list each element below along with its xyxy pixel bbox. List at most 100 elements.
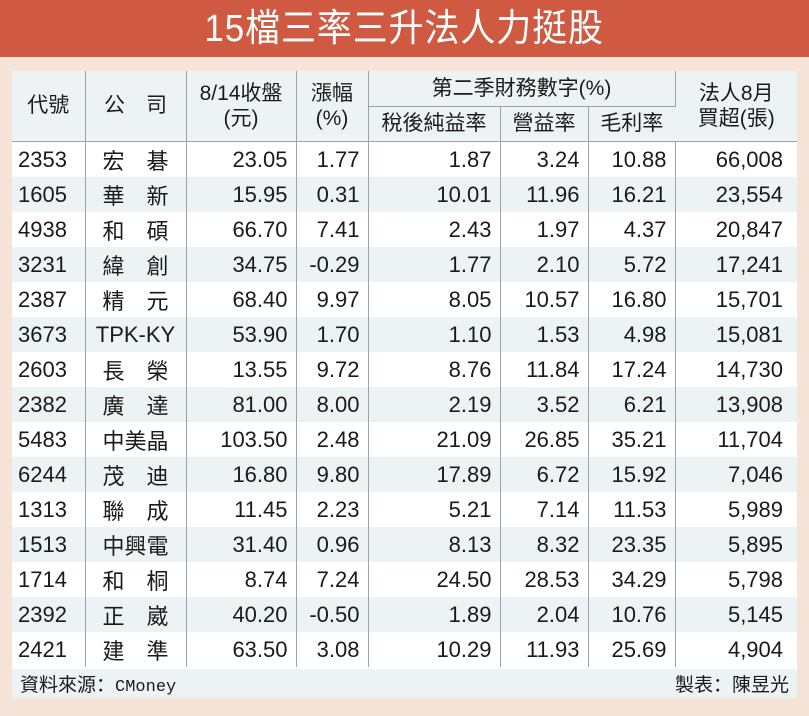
cell-code: 2387 — [12, 282, 86, 317]
cell-op: 1.53 — [500, 317, 589, 352]
cell-gross: 10.76 — [588, 597, 676, 632]
cell-net: 8.05 — [368, 282, 501, 317]
stock-table: 代號 公 司 8/14收盤 (元) 漲幅 (%) 第二季財務數字(%) 法人8月 買超… — [12, 71, 798, 667]
cell-inst: 4,904 — [675, 632, 798, 667]
cell-net: 10.29 — [368, 632, 501, 667]
table-row: 3231 緯 創 34.75 -0.29 1.77 2.10 5.72 17,241 — [12, 247, 798, 282]
cell-inst: 5,798 — [675, 562, 798, 597]
cell-change: 0.96 — [296, 527, 369, 562]
cell-net: 1.77 — [368, 247, 501, 282]
cell-inst: 11,704 — [675, 422, 798, 457]
cell-inst: 20,847 — [675, 212, 798, 247]
cell-change: 1.77 — [296, 141, 369, 177]
cell-gross: 4.37 — [588, 212, 676, 247]
cell-name: 長 榮 — [85, 352, 187, 387]
cell-change: 7.41 — [296, 212, 369, 247]
cell-change: 7.24 — [296, 562, 369, 597]
header-company-label: 公 司 — [104, 94, 167, 118]
cell-name: 廣 達 — [85, 387, 187, 422]
cell-change: -0.29 — [296, 247, 369, 282]
cell-close: 81.00 — [186, 387, 297, 422]
cell-gross: 34.29 — [588, 562, 676, 597]
cell-name: 茂 迪 — [85, 457, 187, 492]
cell-op: 28.53 — [500, 562, 589, 597]
credit-note: 製表：陳昱光 — [674, 675, 789, 696]
cell-code: 2382 — [12, 387, 86, 422]
cell-net: 8.13 — [368, 527, 501, 562]
table-row: 2387 精 元 68.40 9.97 8.05 10.57 16.80 15,701 — [12, 282, 798, 317]
cell-net: 21.09 — [368, 422, 501, 457]
header-inst: 法人8月 買超(張) — [675, 71, 798, 142]
cell-gross: 15.92 — [588, 457, 676, 492]
cell-op: 7.14 — [500, 492, 589, 527]
cell-inst: 14,730 — [675, 352, 798, 387]
header-op-margin: 營益率 — [500, 106, 589, 142]
header-gross-margin: 毛利率 — [588, 106, 676, 142]
cell-net: 2.43 — [368, 212, 501, 247]
page-title: 15檔三率三升法人力挺股 — [204, 7, 605, 50]
cell-inst: 5,145 — [675, 597, 798, 632]
cell-change: 8.00 — [296, 387, 369, 422]
table-row: 2421 建 準 63.50 3.08 10.29 11.93 25.69 4,904 — [12, 632, 798, 667]
cell-inst: 23,554 — [675, 177, 798, 212]
cell-change: 0.31 — [296, 177, 369, 212]
cell-close: 66.70 — [186, 212, 297, 247]
header-inst-line1: 法人8月 — [698, 81, 774, 105]
cell-name: 精 元 — [85, 282, 187, 317]
cell-net: 2.19 — [368, 387, 501, 422]
cell-change: 2.48 — [296, 422, 369, 457]
cell-code: 3231 — [12, 247, 86, 282]
cell-code: 4938 — [12, 212, 86, 247]
header-change-line2: (%) — [315, 107, 349, 130]
cell-close: 31.40 — [186, 527, 297, 562]
cell-name: 和 桐 — [85, 562, 187, 597]
cell-inst: 66,008 — [675, 141, 798, 177]
cell-net: 5.21 — [368, 492, 501, 527]
cell-close: 40.20 — [186, 597, 297, 632]
header-q2-group: 第二季財務數字(%) — [368, 71, 676, 107]
table-panel: 代號 公 司 8/14收盤 (元) 漲幅 (%) 第二季財務數字(%) 法人8月 買超… — [12, 71, 798, 698]
cell-change: 1.70 — [296, 317, 369, 352]
cell-inst: 15,081 — [675, 317, 798, 352]
cell-code: 2392 — [12, 597, 86, 632]
table-footer: 資料來源：CMoney 製表：陳昱光 — [12, 669, 797, 698]
cell-gross: 35.21 — [588, 422, 676, 457]
cell-gross: 17.24 — [588, 352, 676, 387]
header-close: 8/14收盤 (元) — [186, 71, 297, 142]
cell-change: 9.80 — [296, 457, 369, 492]
cell-op: 10.57 — [500, 282, 589, 317]
cell-op: 11.96 — [500, 177, 589, 212]
source-label: 資料來源： — [20, 675, 116, 696]
table-row: 1714 和 桐 8.74 7.24 24.50 28.53 34.29 5,798 — [12, 562, 798, 597]
cell-name: 和 碩 — [85, 212, 187, 247]
cell-op: 11.93 — [500, 632, 589, 667]
cell-gross: 16.21 — [588, 177, 676, 212]
source-note: 資料來源：CMoney — [12, 670, 184, 697]
cell-code: 2603 — [12, 352, 86, 387]
source-value: CMoney — [115, 678, 177, 697]
cell-code: 5483 — [12, 422, 86, 457]
cell-close: 63.50 — [186, 632, 297, 667]
table-row: 2392 正 崴 40.20 -0.50 1.89 2.04 10.76 5,145 — [12, 597, 798, 632]
cell-change: 2.23 — [296, 492, 369, 527]
header-close-line1: 8/14收盤 — [199, 81, 283, 105]
table-row: 6244 茂 迪 16.80 9.80 17.89 6.72 15.92 7,046 — [12, 457, 798, 492]
cell-gross: 25.69 — [588, 632, 676, 667]
cell-close: 13.55 — [186, 352, 297, 387]
cell-inst: 5,895 — [675, 527, 798, 562]
cell-gross: 4.98 — [588, 317, 676, 352]
cell-inst: 13,908 — [675, 387, 798, 422]
cell-close: 15.95 — [186, 177, 297, 212]
table-row: 1313 聯 成 11.45 2.23 5.21 7.14 11.53 5,989 — [12, 492, 798, 527]
cell-net: 1.10 — [368, 317, 501, 352]
cell-code: 1513 — [12, 527, 86, 562]
cell-name: 中興電 — [85, 527, 187, 562]
cell-close: 103.50 — [186, 422, 297, 457]
table-row: 3673 TPK-KY 53.90 1.70 1.10 1.53 4.98 15,081 — [12, 317, 798, 352]
cell-change: 3.08 — [296, 632, 369, 667]
cell-name: 聯 成 — [85, 492, 187, 527]
header-company: 公 司 — [85, 71, 187, 142]
cell-change: 9.97 — [296, 282, 369, 317]
cell-change: -0.50 — [296, 597, 369, 632]
cell-name: 中美晶 — [85, 422, 187, 457]
